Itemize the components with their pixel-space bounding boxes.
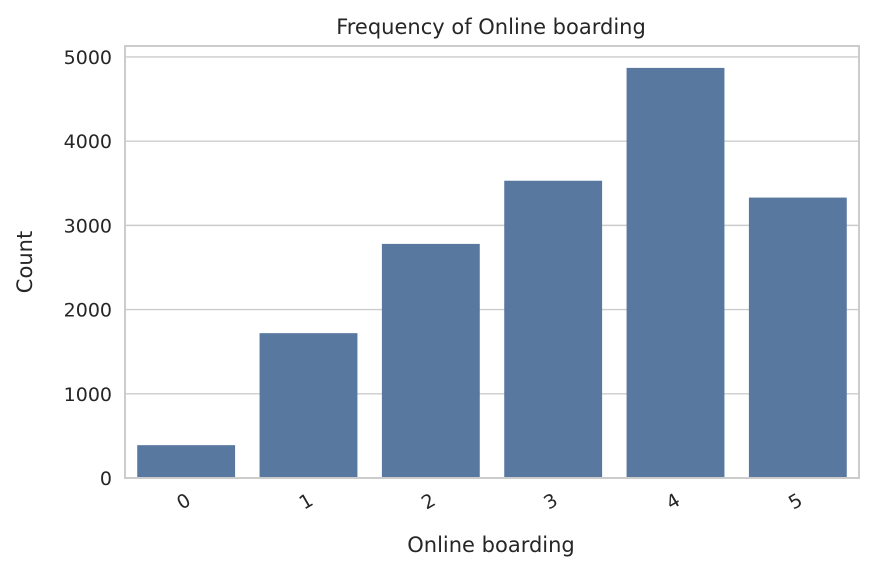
x-tick-labels: 0 1 2 3 4 5 [173,489,806,514]
y-tick-label: 0 [100,468,112,490]
y-tick-label: 4000 [64,131,112,153]
plot-frame [124,45,860,479]
y-tick-label: 5000 [64,47,112,69]
bar [137,445,236,478]
x-tick-label: 5 [785,489,806,514]
y-tick-label: 2000 [64,300,112,322]
x-tick-label: 1 [296,489,317,514]
bar [504,180,603,478]
bar [748,197,847,478]
x-tick-label: 3 [540,489,561,514]
y-axis-label: Count [13,231,37,293]
y-tick-label: 1000 [64,384,112,406]
y-tick-labels: 0 1000 2000 3000 4000 5000 [64,47,112,490]
chart-title: Frequency of Online boarding [336,15,646,39]
x-tick-label: 2 [418,489,439,514]
y-tick-label: 3000 [64,215,112,237]
bar [381,243,480,478]
x-axis-label: Online boarding [407,533,575,557]
x-tick-label: 4 [663,489,684,514]
x-tick-label: 0 [173,489,194,514]
bar [259,333,358,478]
bar [626,67,725,478]
bars [137,67,847,478]
